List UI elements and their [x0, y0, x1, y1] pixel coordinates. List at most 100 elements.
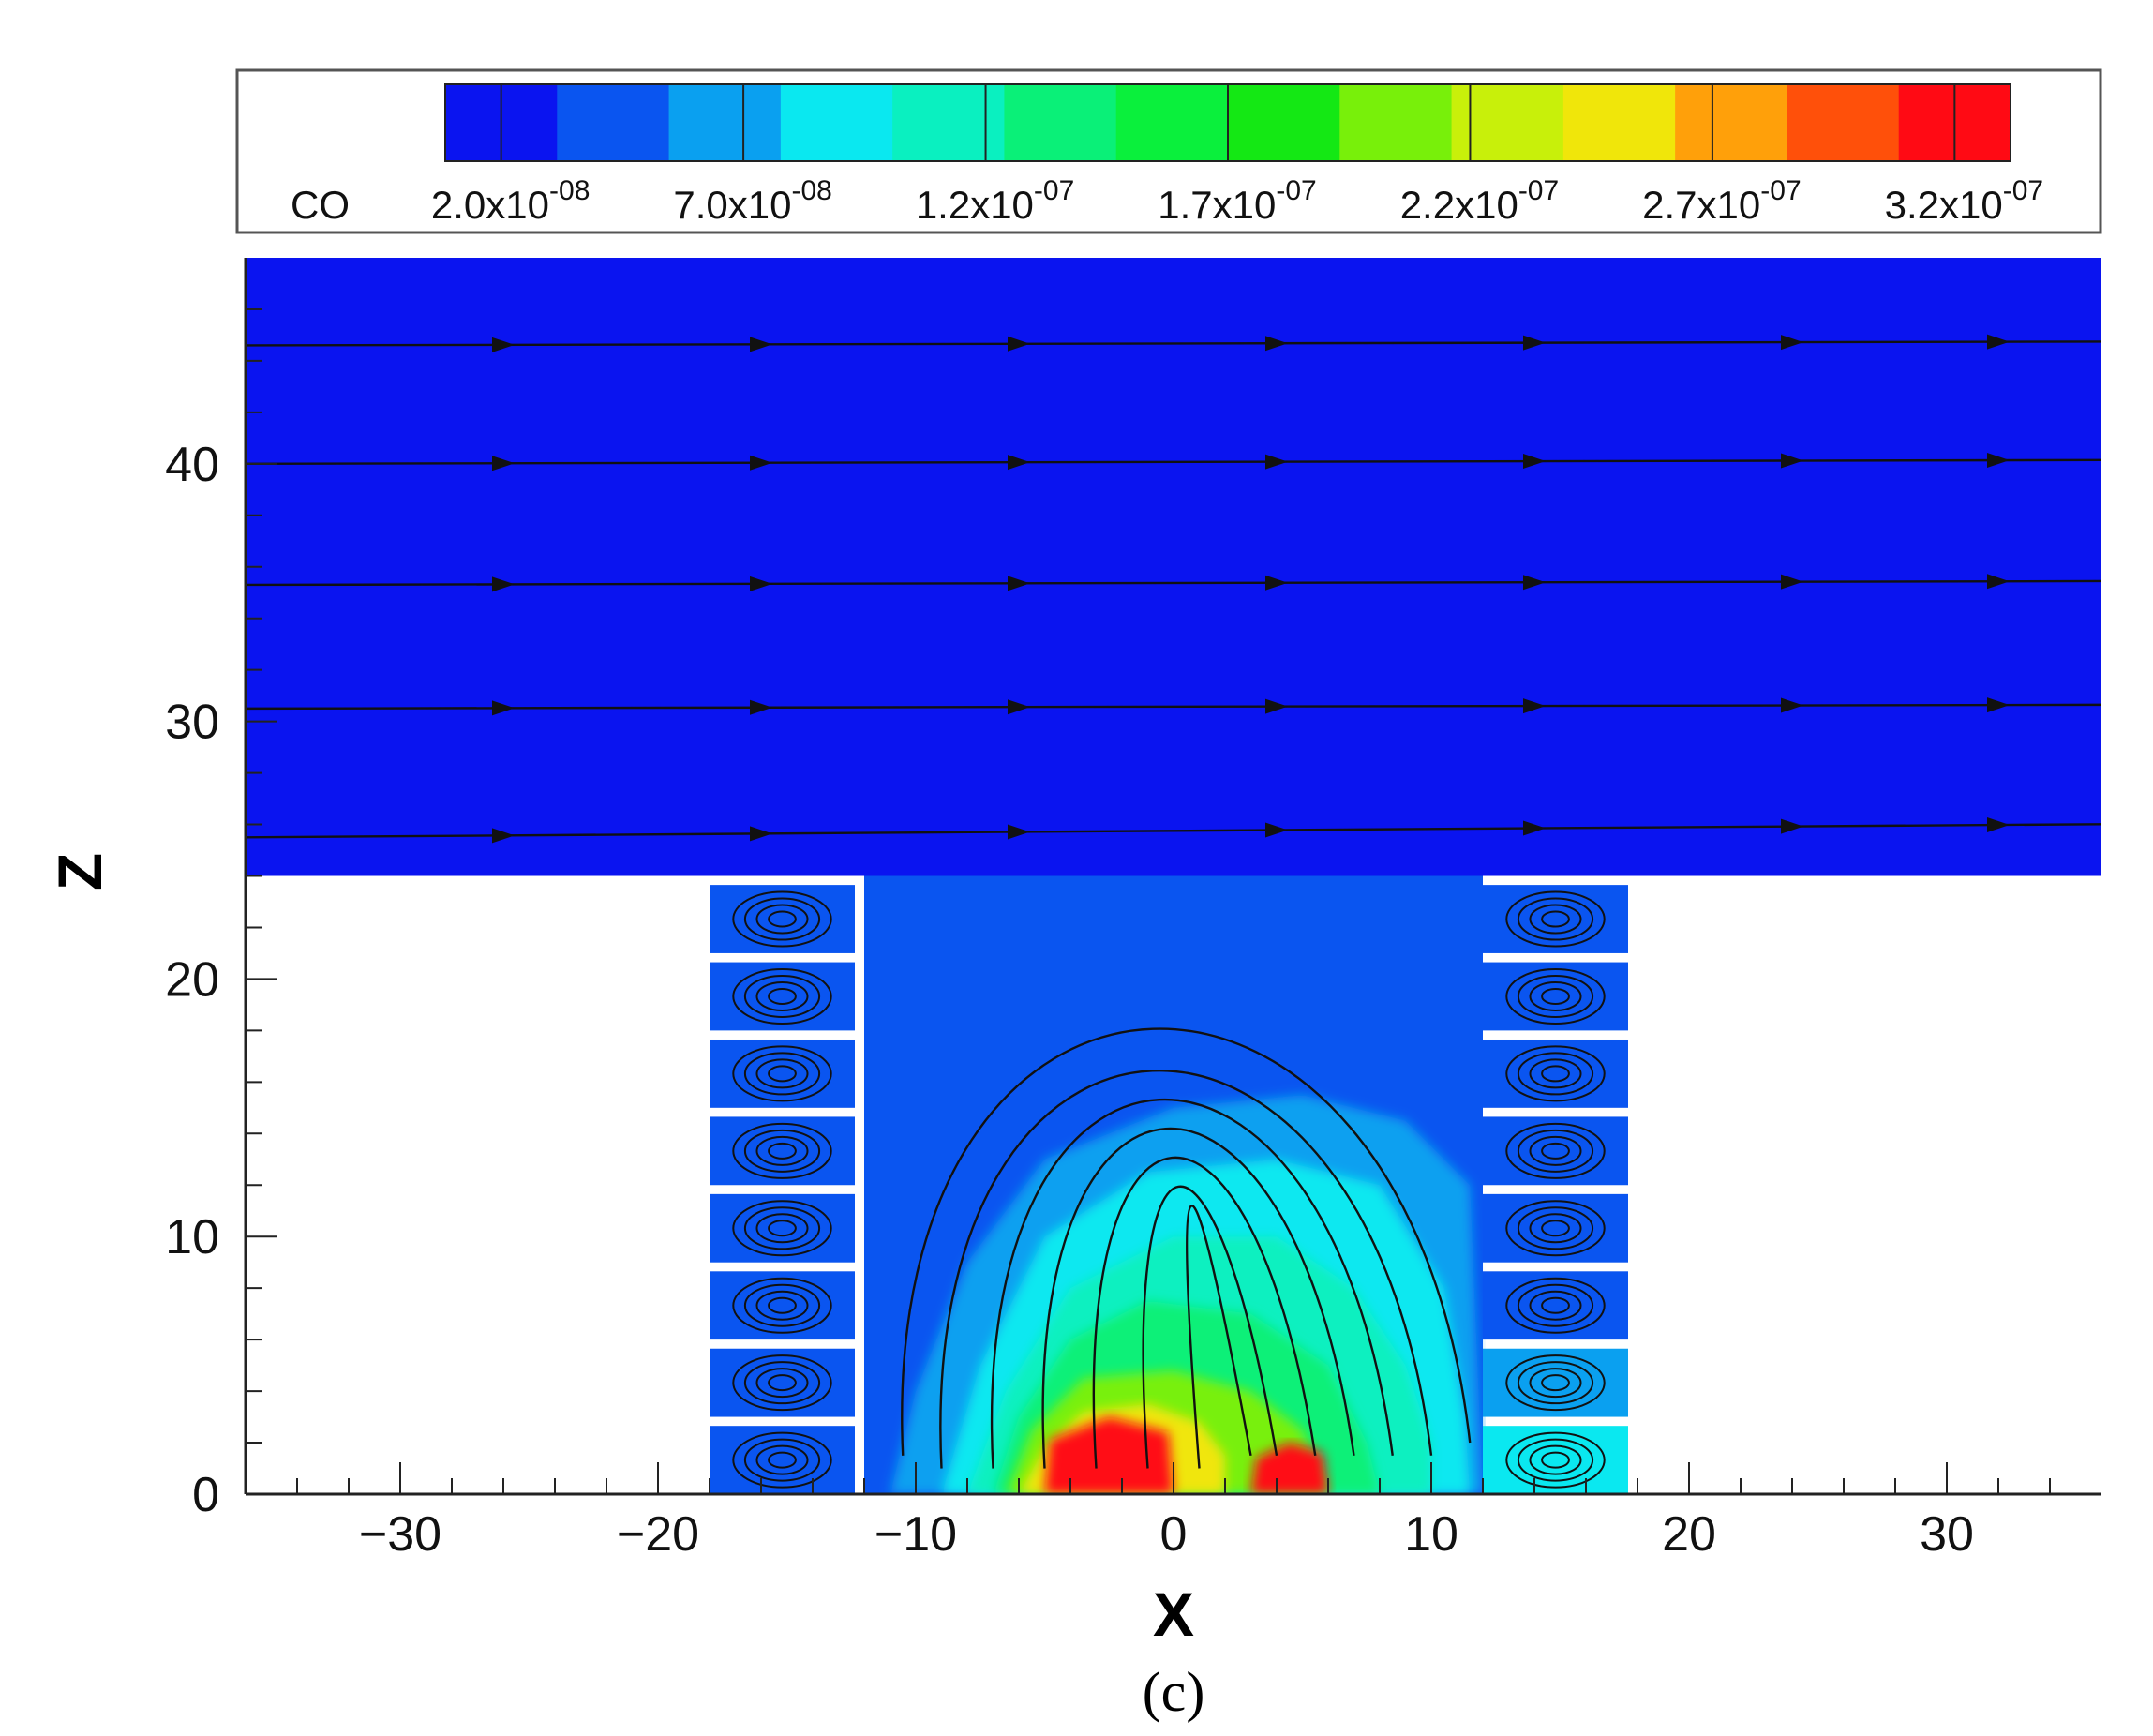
vortex-streamline: [1517, 897, 1594, 941]
plot-area: −30 −20 −10 0 10 20 30 0 10 20 30 40: [165, 258, 2102, 1562]
streamline-arrow: [1987, 334, 2010, 350]
streamline-arrow: [492, 337, 515, 352]
vortex-streamline: [732, 1277, 832, 1334]
streamline-arrow: [750, 337, 772, 352]
vortex-streamline: [1517, 974, 1594, 1018]
streamline-arrow: [1523, 575, 1546, 591]
vortex-streamline: [1517, 1283, 1594, 1327]
colorbar-swatch: [668, 84, 782, 161]
axes: −30 −20 −10 0 10 20 30 0 10 20 30 40: [165, 258, 2101, 1562]
x-tick-label: −20: [617, 1507, 699, 1562]
streamline-arrow: [1008, 576, 1030, 591]
vortex-streamline: [755, 1213, 809, 1244]
colorbar-tick-label: 2.0x10-08: [431, 175, 590, 227]
vortex-streamline: [768, 1065, 797, 1083]
vortex-streamline: [768, 1220, 797, 1237]
vortex-streamline: [1529, 1444, 1582, 1475]
vortex-streamline: [1505, 1122, 1606, 1179]
streamline-arrow: [1987, 453, 2010, 469]
streamline-arrow: [1265, 336, 1288, 352]
streamline-arrow: [492, 576, 515, 592]
vortex-streamline: [1505, 1200, 1606, 1257]
streamline-arrow: [1781, 453, 1803, 469]
streamline-arrow: [1523, 698, 1546, 714]
streamline-arrow: [1008, 455, 1030, 471]
streamline-arrow: [1987, 817, 2010, 833]
colorbar-swatch: [1004, 84, 1117, 161]
colorbar-swatches: [444, 83, 2011, 162]
vortex-streamline: [1505, 1277, 1606, 1334]
y-tick-label: 20: [165, 952, 219, 1007]
streamline-arrow: [1008, 699, 1030, 715]
x-tick-label: 20: [1662, 1507, 1716, 1562]
streamline-arrow: [1265, 822, 1288, 838]
vortex-streamline: [755, 1444, 809, 1475]
vortex-streamline: [732, 1354, 832, 1412]
building-floor: [1483, 1348, 1628, 1417]
streamline-arrow: [750, 576, 772, 591]
vortex-streamline: [755, 1135, 809, 1166]
vortex-streamline: [1517, 1438, 1594, 1482]
vortex-streamline: [732, 1431, 832, 1489]
colorbar-swatch: [1675, 84, 1787, 161]
streamline-arrow: [492, 828, 515, 844]
streamline-arrow: [492, 456, 515, 471]
x-axis-title: X: [1153, 1579, 1194, 1649]
building-floor: [1483, 1426, 1628, 1494]
x-tick-label: 30: [1920, 1507, 1974, 1562]
vortex-streamline: [743, 1052, 821, 1096]
vortex-streamline: [755, 1058, 809, 1089]
vortex-streamline: [743, 974, 821, 1018]
colorbar-legend: CO 2.0x10-08 7.0x10-08 1.2x10-07 1.7x10-07 2…: [235, 68, 2102, 234]
building-floor: [710, 885, 855, 953]
vortex-streamline: [768, 987, 797, 1005]
canyon-streamline: [901, 1027, 1472, 1456]
canyon-streamline: [1186, 1205, 1252, 1469]
streamline-arrow: [750, 826, 772, 842]
streamline-arrow: [750, 455, 772, 471]
buildings: [710, 885, 1628, 1494]
streamline-arrow: [1523, 820, 1546, 836]
streamline-arrow: [1523, 335, 1546, 351]
vortex-streamline: [1529, 1368, 1582, 1399]
vortex-streamline: [1517, 1052, 1594, 1096]
contour-level: [1044, 1416, 1174, 1494]
colorbar-swatch: [780, 84, 893, 161]
vortex-streamline: [768, 1451, 797, 1469]
streamline-arrow: [1265, 454, 1288, 470]
streamlines: [245, 334, 2102, 1469]
vortex-streamline: [768, 1142, 797, 1160]
vortex-streamline: [755, 1290, 809, 1321]
y-tick-label: 0: [192, 1468, 219, 1522]
vortex-streamline: [1541, 1142, 1570, 1160]
vortex-streamline: [732, 1200, 832, 1257]
x-tick-label: −30: [359, 1507, 441, 1562]
building-floor: [1483, 1039, 1628, 1108]
colorbar-swatch: [1451, 84, 1564, 161]
colorbar-tick-label: 2.2x10-07: [1400, 175, 1559, 227]
streamline-arrow: [1781, 697, 1803, 713]
colorbar-tick-label: 2.7x10-07: [1642, 175, 1801, 227]
building-floor: [710, 1116, 855, 1186]
vortex-streamline: [1541, 1374, 1570, 1392]
vortex-streamline: [768, 1296, 797, 1314]
vortex-streamline: [1505, 1431, 1606, 1489]
vortex-streamline: [755, 904, 809, 935]
building-floor: [710, 1426, 855, 1494]
upper-contour-region: [246, 258, 2101, 876]
canyon-streamline: [1041, 1127, 1355, 1469]
vortex-streamline: [768, 910, 797, 928]
colorbar-swatch: [892, 84, 1005, 161]
colorbar-swatch: [557, 84, 670, 161]
streamline-arrow: [1265, 575, 1288, 591]
vortex-streamline: [755, 980, 809, 1011]
vortex-streamline: [1541, 910, 1570, 928]
vortex-streamline: [732, 1122, 832, 1179]
canyon-streamline: [939, 1070, 1433, 1469]
vortex-streamline: [1541, 987, 1570, 1005]
vortex-streamline: [1529, 1213, 1582, 1244]
building-floor: [710, 962, 855, 1031]
vortex-streamline: [1517, 1361, 1594, 1405]
vortex-streamline: [1541, 1220, 1570, 1237]
building-floor: [1483, 885, 1628, 953]
